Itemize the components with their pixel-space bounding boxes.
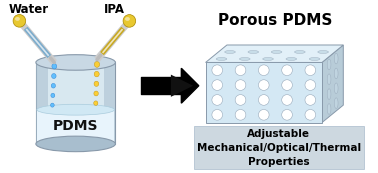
Polygon shape [322,45,343,123]
Ellipse shape [318,51,328,53]
Ellipse shape [235,110,246,120]
Ellipse shape [125,17,130,21]
Text: PDMS: PDMS [53,119,98,133]
Polygon shape [206,45,343,62]
Ellipse shape [235,80,246,90]
Ellipse shape [212,80,223,90]
Polygon shape [194,126,364,169]
Ellipse shape [282,80,292,90]
Ellipse shape [15,17,20,21]
Ellipse shape [51,103,54,107]
Ellipse shape [259,95,269,105]
Ellipse shape [123,15,136,27]
Ellipse shape [305,110,316,120]
Ellipse shape [51,93,55,98]
Ellipse shape [36,136,115,152]
Text: IPA: IPA [104,3,125,16]
Ellipse shape [334,98,338,108]
Ellipse shape [51,83,56,88]
Ellipse shape [309,57,320,60]
Ellipse shape [94,61,100,67]
Ellipse shape [13,15,26,27]
Polygon shape [36,62,48,144]
Ellipse shape [225,51,235,53]
Ellipse shape [282,65,292,76]
Ellipse shape [212,65,223,76]
Polygon shape [37,110,115,144]
Ellipse shape [216,57,227,60]
Ellipse shape [259,80,269,90]
Ellipse shape [94,81,99,86]
Ellipse shape [212,110,223,120]
Polygon shape [104,62,115,144]
Ellipse shape [37,104,115,115]
Polygon shape [36,62,115,144]
Ellipse shape [282,95,292,105]
Ellipse shape [305,65,316,76]
Ellipse shape [36,55,115,70]
Text: Porous PDMS: Porous PDMS [218,13,333,28]
Ellipse shape [263,57,273,60]
Ellipse shape [282,110,292,120]
Ellipse shape [235,65,246,76]
Ellipse shape [334,53,338,64]
Ellipse shape [94,91,98,96]
Ellipse shape [305,80,316,90]
Ellipse shape [327,74,331,85]
Ellipse shape [212,95,223,105]
Ellipse shape [305,95,316,105]
Ellipse shape [52,64,57,69]
Ellipse shape [259,110,269,120]
Text: Adjustable
Mechanical/Optical/Thermal
Properties: Adjustable Mechanical/Optical/Thermal Pr… [197,129,361,167]
Ellipse shape [271,51,282,53]
Ellipse shape [248,51,259,53]
Ellipse shape [334,68,338,79]
Ellipse shape [259,65,269,76]
Ellipse shape [327,59,331,70]
Ellipse shape [334,83,338,94]
Text: Water: Water [9,3,49,16]
Polygon shape [181,68,199,103]
Ellipse shape [327,89,331,99]
Ellipse shape [235,95,246,105]
Ellipse shape [327,104,331,114]
Ellipse shape [51,74,56,79]
Ellipse shape [286,57,297,60]
Ellipse shape [294,51,305,53]
Ellipse shape [239,57,250,60]
Ellipse shape [94,71,99,77]
Ellipse shape [94,101,98,106]
Polygon shape [206,62,322,123]
